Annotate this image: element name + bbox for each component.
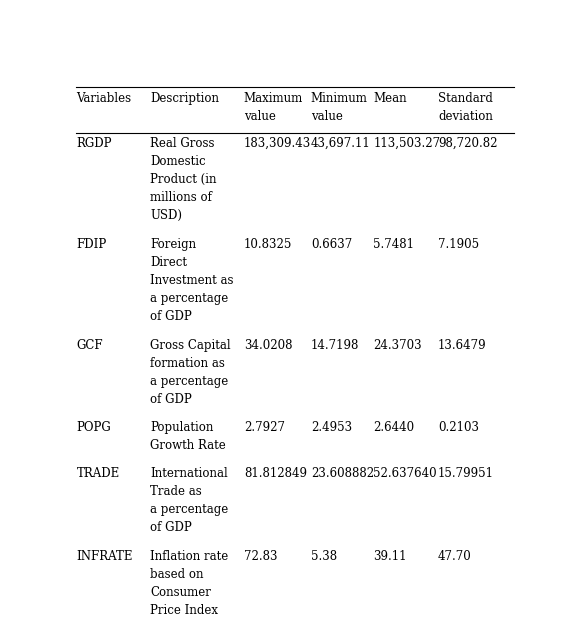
Text: 0.6637: 0.6637 (311, 238, 352, 251)
Text: TRADE: TRADE (77, 467, 120, 480)
Text: 43,697.11: 43,697.11 (311, 137, 370, 150)
Text: Variables: Variables (77, 92, 131, 105)
Text: Maximum
value: Maximum value (244, 92, 303, 123)
Text: Inflation rate
based on
Consumer
Price Index: Inflation rate based on Consumer Price I… (150, 550, 228, 617)
Text: 113,503.27: 113,503.27 (373, 137, 441, 150)
Text: 183,309.43: 183,309.43 (244, 137, 311, 150)
Text: Foreign
Direct
Investment as
a percentage
of GDP: Foreign Direct Investment as a percentag… (150, 238, 234, 323)
Text: Population
Growth Rate: Population Growth Rate (150, 421, 226, 453)
Text: 39.11: 39.11 (373, 550, 407, 563)
Text: 0.2103: 0.2103 (438, 421, 479, 435)
Text: FDIP: FDIP (77, 238, 107, 251)
Text: 2.4953: 2.4953 (311, 421, 352, 435)
Text: 52.637640: 52.637640 (373, 467, 437, 480)
Text: 72.83: 72.83 (244, 550, 278, 563)
Text: Minimum
value: Minimum value (311, 92, 367, 123)
Text: International
Trade as
a percentage
of GDP: International Trade as a percentage of G… (150, 467, 228, 534)
Text: RGDP: RGDP (77, 137, 112, 150)
Text: Real Gross
Domestic
Product (in
millions of
USD): Real Gross Domestic Product (in millions… (150, 137, 217, 222)
Text: 81.812849: 81.812849 (244, 467, 307, 480)
Text: 47.70: 47.70 (438, 550, 472, 563)
Text: 23.608882: 23.608882 (311, 467, 374, 480)
Text: 15.79951: 15.79951 (438, 467, 494, 480)
Text: Standard
deviation: Standard deviation (438, 92, 493, 123)
Text: 10.8325: 10.8325 (244, 238, 292, 251)
Text: INFRATE: INFRATE (77, 550, 133, 563)
Text: GCF: GCF (77, 339, 103, 352)
Text: 5.7481: 5.7481 (373, 238, 414, 251)
Text: Gross Capital
formation as
a percentage
of GDP: Gross Capital formation as a percentage … (150, 339, 231, 406)
Text: 14.7198: 14.7198 (311, 339, 359, 352)
Text: 2.7927: 2.7927 (244, 421, 285, 435)
Text: 7.1905: 7.1905 (438, 238, 479, 251)
Text: 98,720.82: 98,720.82 (438, 137, 498, 150)
Text: POPG: POPG (77, 421, 111, 435)
Text: 2.6440: 2.6440 (373, 421, 415, 435)
Text: 13.6479: 13.6479 (438, 339, 487, 352)
Text: 24.3703: 24.3703 (373, 339, 422, 352)
Text: 34.0208: 34.0208 (244, 339, 293, 352)
Text: Mean: Mean (373, 92, 407, 105)
Text: 5.38: 5.38 (311, 550, 337, 563)
Text: Description: Description (150, 92, 219, 105)
